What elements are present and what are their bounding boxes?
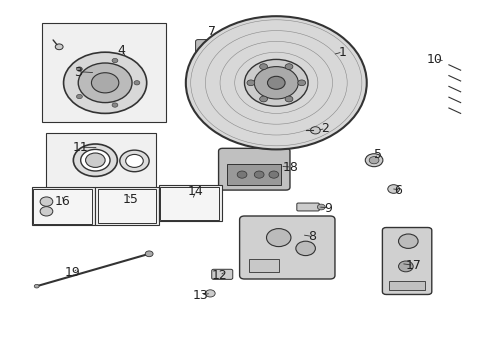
Circle shape <box>310 127 320 134</box>
Circle shape <box>40 197 53 206</box>
Bar <box>388 281 425 290</box>
FancyBboxPatch shape <box>382 228 431 294</box>
FancyBboxPatch shape <box>218 148 289 190</box>
Circle shape <box>244 59 307 106</box>
Bar <box>46 133 156 189</box>
Circle shape <box>368 157 378 164</box>
Bar <box>159 185 222 221</box>
Circle shape <box>134 81 140 85</box>
Circle shape <box>266 229 290 247</box>
Text: 7: 7 <box>208 25 216 38</box>
Circle shape <box>268 171 278 178</box>
Bar <box>41 23 166 122</box>
Text: 13: 13 <box>192 289 208 302</box>
FancyBboxPatch shape <box>107 207 124 218</box>
Circle shape <box>259 96 267 102</box>
Circle shape <box>254 67 298 99</box>
FancyBboxPatch shape <box>185 208 199 216</box>
Circle shape <box>55 44 63 50</box>
Circle shape <box>185 16 366 149</box>
FancyBboxPatch shape <box>296 203 319 211</box>
Circle shape <box>112 103 118 107</box>
Circle shape <box>254 171 264 178</box>
Text: 17: 17 <box>405 259 420 272</box>
Circle shape <box>237 171 246 178</box>
Circle shape <box>78 63 132 103</box>
Bar <box>98 189 155 223</box>
Text: 16: 16 <box>55 195 70 208</box>
Text: 5: 5 <box>373 148 381 161</box>
Text: 2: 2 <box>321 122 328 135</box>
Circle shape <box>145 251 153 257</box>
Circle shape <box>267 76 285 89</box>
FancyBboxPatch shape <box>195 40 220 58</box>
Circle shape <box>387 185 399 193</box>
Text: 19: 19 <box>64 266 80 279</box>
Text: 11: 11 <box>73 141 88 154</box>
Circle shape <box>85 153 105 167</box>
Circle shape <box>295 241 315 256</box>
Circle shape <box>297 80 305 86</box>
Text: 15: 15 <box>123 193 139 206</box>
Bar <box>32 187 95 225</box>
Text: 10: 10 <box>426 53 441 66</box>
FancyBboxPatch shape <box>168 197 182 204</box>
Text: 12: 12 <box>211 269 226 282</box>
Circle shape <box>91 73 119 93</box>
Circle shape <box>398 261 412 272</box>
Circle shape <box>76 67 82 71</box>
Text: 3: 3 <box>74 66 82 78</box>
Text: 6: 6 <box>394 184 402 197</box>
Circle shape <box>120 150 149 172</box>
Circle shape <box>205 290 215 297</box>
Text: 4: 4 <box>117 44 125 57</box>
Circle shape <box>285 96 292 102</box>
Circle shape <box>259 64 267 69</box>
Bar <box>249 259 278 272</box>
Bar <box>227 164 281 185</box>
Bar <box>95 187 159 225</box>
Circle shape <box>285 64 292 69</box>
Bar <box>160 187 219 220</box>
Text: 8: 8 <box>307 230 315 243</box>
Circle shape <box>34 284 39 288</box>
Circle shape <box>81 149 110 171</box>
Circle shape <box>365 154 382 167</box>
Circle shape <box>246 80 254 86</box>
Circle shape <box>73 144 117 176</box>
Text: 18: 18 <box>283 161 298 174</box>
Circle shape <box>76 94 82 99</box>
Circle shape <box>40 207 53 216</box>
Bar <box>33 189 92 224</box>
Circle shape <box>112 58 118 63</box>
Circle shape <box>63 52 146 113</box>
Circle shape <box>125 154 143 167</box>
FancyBboxPatch shape <box>177 203 190 211</box>
FancyBboxPatch shape <box>211 269 232 279</box>
Circle shape <box>398 234 417 248</box>
FancyBboxPatch shape <box>239 216 334 279</box>
Text: 14: 14 <box>187 185 203 198</box>
Text: 9: 9 <box>324 202 332 215</box>
Text: 1: 1 <box>338 46 346 59</box>
FancyBboxPatch shape <box>107 198 124 209</box>
Circle shape <box>317 204 325 210</box>
